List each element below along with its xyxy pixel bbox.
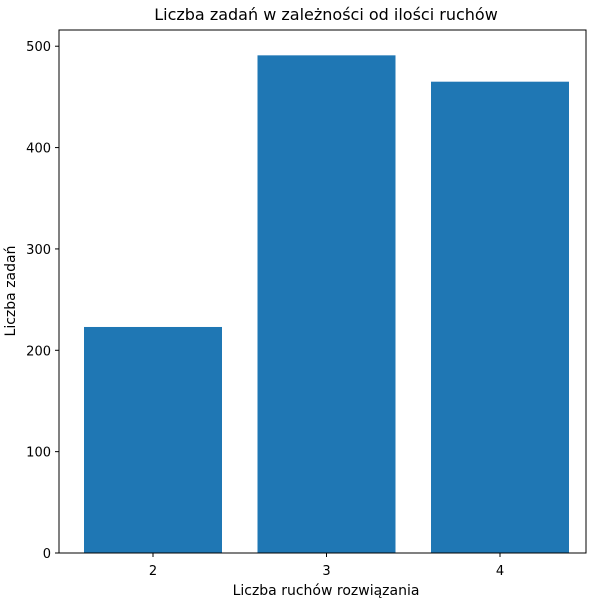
y-tick-label-400: 400 <box>26 142 51 157</box>
y-tick-label-0: 0 <box>43 547 51 562</box>
bar-3 <box>257 55 396 554</box>
y-axis-label: Liczba zadań <box>3 246 19 337</box>
bar-4 <box>431 81 569 553</box>
chart-title: Liczba zadań w zależności od ilości ruch… <box>154 5 498 24</box>
x-axis-ticks: 2 3 4 <box>149 553 504 579</box>
bar-2 <box>84 326 222 553</box>
y-tick-label-100: 100 <box>26 446 51 461</box>
y-tick-label-200: 200 <box>26 344 51 359</box>
x-axis-label: Liczba ruchów rozwiązania <box>233 583 420 599</box>
x-tick-label-2: 2 <box>149 564 157 579</box>
y-tick-label-300: 300 <box>26 243 51 258</box>
x-tick-label-3: 3 <box>322 564 330 579</box>
bars-group <box>84 55 569 554</box>
y-tick-label-500: 500 <box>26 40 51 55</box>
x-tick-label-4: 4 <box>496 564 504 579</box>
plot-frame <box>58 29 587 554</box>
y-axis-ticks: 0 100 200 300 400 500 <box>26 40 59 562</box>
